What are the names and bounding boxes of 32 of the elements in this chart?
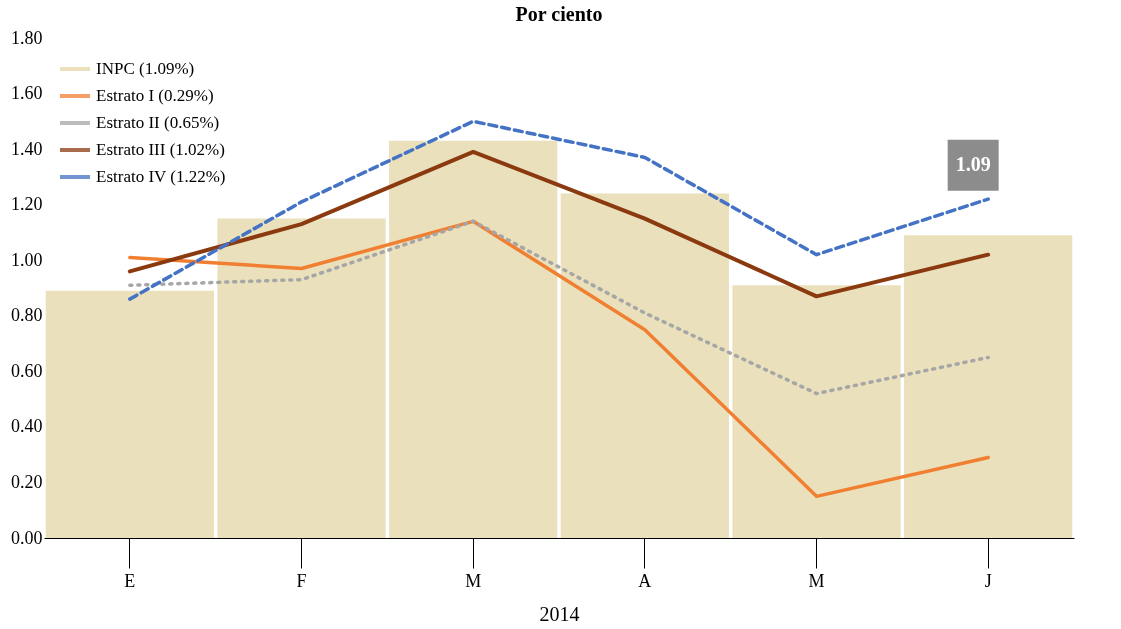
bar: [732, 285, 901, 538]
line-series: [128, 219, 990, 396]
y-tick-label: 0.60: [11, 360, 43, 381]
bar: [389, 140, 558, 538]
bar: [45, 290, 214, 538]
legend-label: Estrato II (0.65%): [96, 113, 220, 132]
bar: [217, 218, 386, 538]
y-tick-label: 0.00: [11, 527, 43, 548]
y-tick-label: 0.80: [11, 305, 43, 326]
legend-label: INPC (1.09%): [96, 59, 195, 78]
x-tick-label: M: [465, 570, 482, 591]
legend-label: Estrato IV (1.22%): [96, 167, 226, 186]
chart-title: Por ciento: [515, 3, 603, 25]
legend-label: Estrato I (0.29%): [96, 86, 214, 105]
x-tick-label: J: [984, 570, 992, 591]
y-tick-label: 0.20: [11, 471, 43, 492]
y-tick-label: 1.00: [11, 249, 43, 270]
line-series: [128, 219, 990, 499]
x-tick-label: E: [124, 570, 136, 591]
x-tick-label: M: [808, 570, 825, 591]
bar: [904, 235, 1073, 538]
x-tick-label: A: [638, 570, 652, 591]
y-tick-label: 0.40: [11, 416, 43, 437]
y-tick-label: 1.40: [11, 138, 43, 159]
y-tick-label: 1.60: [11, 83, 43, 104]
y-tick-label: 1.80: [11, 27, 43, 48]
bar: [560, 193, 729, 538]
annotation: 1.09: [955, 153, 991, 176]
y-tick-label: 1.20: [11, 194, 43, 215]
legend-label: Estrato III (1.02%): [96, 140, 225, 159]
x-axis-title: 2014: [539, 602, 580, 625]
x-tick-label: F: [296, 570, 307, 591]
